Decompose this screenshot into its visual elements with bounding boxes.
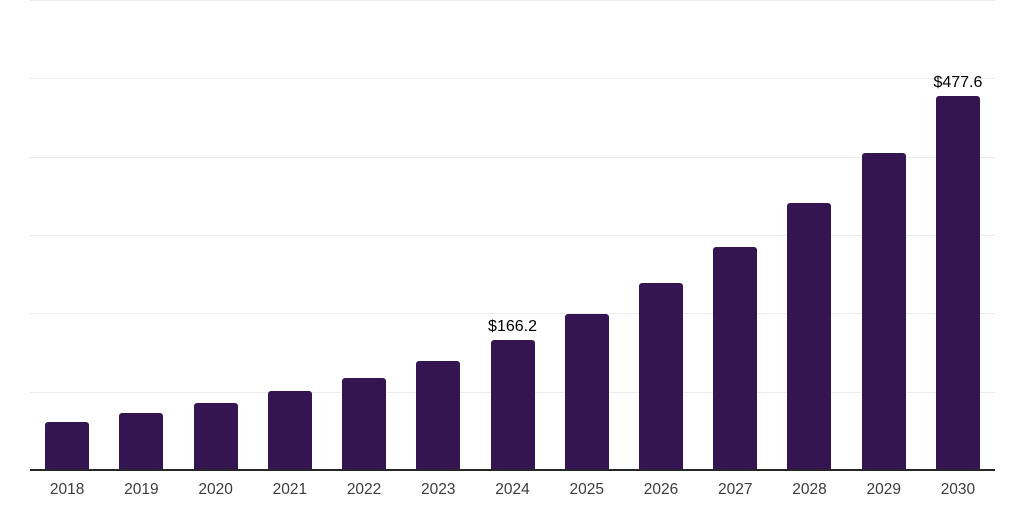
gridline	[30, 0, 995, 1]
x-tick-label: 2028	[792, 481, 827, 498]
bar-2025	[564, 314, 609, 470]
gridline	[30, 78, 995, 80]
x-tick-label: 2030	[940, 481, 976, 498]
bar-band: $166.2	[475, 0, 549, 470]
bar-2023	[416, 360, 461, 470]
gridline	[30, 313, 995, 315]
bar-band	[772, 0, 846, 470]
bar-band	[253, 0, 327, 470]
gridline	[30, 235, 995, 236]
x-tick-label: 2019	[124, 481, 159, 498]
x-axis-labels: 2018 2019 2020 2021 2022 2023 2024 2025 2026 2027…	[30, 480, 995, 500]
bar-value-label: $166.2	[488, 317, 537, 335]
x-axis-line	[30, 469, 995, 471]
bar-2028	[787, 203, 832, 470]
bar-2027	[713, 246, 758, 470]
bar-band	[698, 0, 772, 470]
bar-2022	[342, 377, 387, 470]
x-tick-label: 2029	[866, 481, 901, 498]
gridline	[30, 156, 995, 158]
bar-2026	[638, 283, 683, 470]
bar-band: $477.6	[921, 0, 995, 470]
x-tick-label: 2023	[421, 481, 456, 498]
bar-2021	[267, 391, 312, 470]
bar-2029	[861, 152, 906, 470]
bars-row: $166.2 $477.6	[30, 0, 995, 470]
bar-band	[104, 0, 178, 470]
x-tick-label: 2018	[49, 481, 85, 498]
x-tick-label: 2024	[495, 481, 530, 498]
bar-band	[847, 0, 921, 470]
x-tick-label: 2025	[569, 481, 604, 498]
bar-2024	[490, 339, 535, 470]
x-tick-label: 2021	[272, 481, 308, 498]
x-tick-label: 2027	[717, 481, 753, 498]
bar-band	[327, 0, 401, 470]
bar-value-label: $477.6	[933, 73, 983, 91]
bar-2020	[193, 402, 238, 470]
bar-band	[550, 0, 624, 470]
bar-2018	[45, 422, 90, 470]
bar-band	[178, 0, 252, 470]
bar-2019	[119, 413, 164, 470]
bar-band	[624, 0, 698, 470]
x-tick-label: 2026	[643, 481, 679, 498]
bar-band	[30, 0, 104, 470]
bar-2030	[935, 95, 980, 470]
x-tick-label: 2022	[346, 481, 382, 498]
plot-area: $166.2 $477.6	[30, 0, 995, 471]
x-tick-label: 2020	[198, 481, 233, 498]
bar-band	[401, 0, 475, 470]
